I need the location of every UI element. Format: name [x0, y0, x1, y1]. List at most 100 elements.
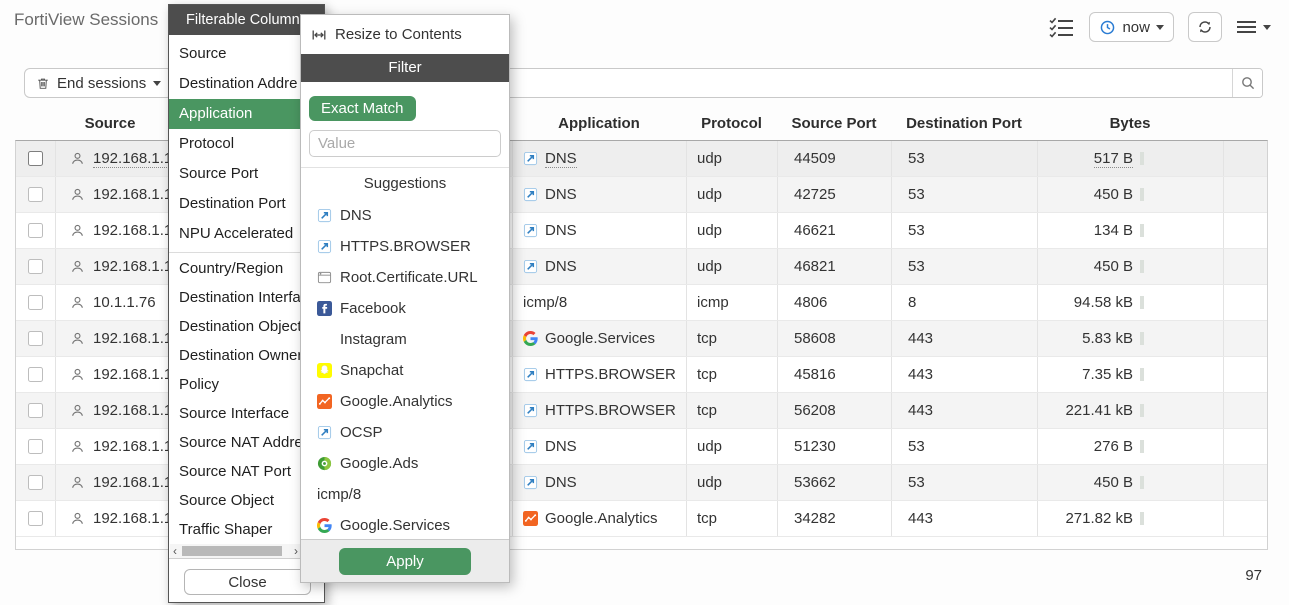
source-port-cell[interactable]: 45816 — [778, 357, 892, 392]
source-port-cell[interactable]: 4806 — [778, 285, 892, 320]
filterable-column-item[interactable]: Country/Region — [179, 260, 284, 277]
suggestion-item[interactable]: Google.Services — [309, 510, 501, 541]
protocol-cell[interactable]: udp — [687, 177, 778, 212]
protocol-cell[interactable]: udp — [687, 141, 778, 176]
row-checkbox[interactable] — [28, 439, 43, 454]
exact-match-toggle[interactable]: Exact Match — [309, 96, 416, 121]
filterable-column-item[interactable]: Application — [169, 99, 324, 129]
column-header-protocol[interactable]: Protocol — [701, 115, 762, 132]
destination-port-cell[interactable]: 443 — [892, 501, 1038, 536]
row-checkbox[interactable] — [28, 475, 43, 490]
application-cell[interactable]: DNS — [513, 177, 687, 212]
filterable-column-item[interactable]: Protocol — [179, 135, 235, 152]
application-cell[interactable]: DNS — [513, 429, 687, 464]
row-checkbox[interactable] — [28, 223, 43, 238]
suggestion-item[interactable]: Google.Analytics — [309, 386, 501, 417]
protocol-cell[interactable]: tcp — [687, 321, 778, 356]
row-checkbox[interactable] — [28, 403, 43, 418]
suggestion-item[interactable]: DNS — [309, 200, 501, 231]
filterable-column-item[interactable]: Source — [179, 45, 227, 62]
row-checkbox[interactable] — [28, 259, 43, 274]
destination-port-cell[interactable]: 53 — [892, 177, 1038, 212]
search-button[interactable] — [1232, 69, 1262, 97]
protocol-cell[interactable]: tcp — [687, 357, 778, 392]
scroll-left-arrow[interactable]: ‹ — [173, 544, 177, 558]
column-header-application[interactable]: Application — [558, 115, 640, 132]
source-port-cell[interactable]: 46621 — [778, 213, 892, 248]
refresh-button[interactable] — [1188, 12, 1222, 42]
source-cell[interactable]: 192.168.1.10 — [56, 249, 513, 284]
source-cell[interactable]: 192.168.1.10 — [56, 393, 513, 428]
source-port-cell[interactable]: 58608 — [778, 321, 892, 356]
suggestion-item[interactable]: Instagram — [309, 324, 501, 355]
protocol-cell[interactable]: udp — [687, 465, 778, 500]
column-header-destination-port[interactable]: Destination Port — [906, 115, 1022, 132]
protocol-cell[interactable]: udp — [687, 429, 778, 464]
suggestion-item[interactable]: OCSP — [309, 417, 501, 448]
application-cell[interactable]: DNS — [513, 249, 687, 284]
bytes-cell[interactable]: 276 B — [1038, 429, 1224, 464]
horizontal-scrollbar[interactable]: ‹ › — [170, 544, 323, 558]
source-cell[interactable]: 192.168.1.10 — [56, 357, 513, 392]
source-port-cell[interactable]: 34282 — [778, 501, 892, 536]
column-header-source[interactable]: Source — [84, 115, 136, 132]
scrollbar-thumb[interactable] — [182, 546, 282, 556]
filterable-column-item[interactable]: Source NAT Addre — [179, 434, 303, 451]
protocol-cell[interactable]: udp — [687, 249, 778, 284]
filterable-column-item[interactable]: Source NAT Port — [179, 463, 291, 480]
destination-port-cell[interactable]: 53 — [892, 429, 1038, 464]
bytes-cell[interactable]: 5.83 kB — [1038, 321, 1224, 356]
bytes-cell[interactable]: 517 B — [1038, 141, 1224, 176]
filterable-column-item[interactable]: Traffic Shaper — [179, 521, 273, 538]
suggestion-item[interactable]: Root.Certificate.URL — [309, 262, 501, 293]
filterable-column-item[interactable]: Destination Interfa — [179, 289, 301, 306]
bytes-cell[interactable]: 221.41 kB — [1038, 393, 1224, 428]
apply-button[interactable]: Apply — [339, 548, 471, 575]
search-input[interactable] — [489, 69, 1232, 97]
row-checkbox[interactable] — [28, 511, 43, 526]
suggestion-item[interactable]: Google.Ads — [309, 448, 501, 479]
column-header-bytes[interactable]: Bytes — [1109, 115, 1151, 132]
filterable-column-item[interactable]: Destination Port — [179, 195, 286, 212]
time-range-button[interactable]: now — [1089, 12, 1174, 42]
filter-value-input[interactable] — [309, 130, 501, 157]
application-cell[interactable]: HTTPS.BROWSER — [513, 357, 687, 392]
filterable-column-item[interactable]: Source Interface — [179, 405, 290, 422]
bytes-cell[interactable]: 94.58 kB — [1038, 285, 1224, 320]
main-menu-button[interactable] — [1236, 19, 1271, 35]
bytes-cell[interactable]: 450 B — [1038, 465, 1224, 500]
row-checkbox[interactable] — [28, 331, 43, 346]
resize-to-contents-item[interactable]: Resize to Contents — [301, 15, 509, 54]
source-cell[interactable]: 192.168.1.10 — [56, 177, 513, 212]
suggestion-item[interactable]: HTTPS.BROWSER — [309, 231, 501, 262]
end-sessions-button[interactable]: End sessions — [24, 68, 174, 98]
destination-port-cell[interactable]: 443 — [892, 357, 1038, 392]
suggestion-item[interactable]: Snapchat — [309, 355, 501, 386]
bytes-cell[interactable]: 450 B — [1038, 177, 1224, 212]
suggestion-item[interactable]: Facebook — [309, 293, 501, 324]
source-port-cell[interactable]: 51230 — [778, 429, 892, 464]
application-cell[interactable]: Google.Analytics — [513, 501, 687, 536]
source-cell[interactable]: 192.168.1.10 — [56, 465, 513, 500]
filterable-column-item[interactable]: Source Port — [179, 165, 259, 182]
destination-port-cell[interactable]: 53 — [892, 213, 1038, 248]
column-header-source-port[interactable]: Source Port — [791, 115, 877, 132]
row-checkbox[interactable] — [28, 367, 43, 382]
row-checkbox[interactable] — [28, 295, 43, 310]
destination-port-cell[interactable]: 443 — [892, 393, 1038, 428]
destination-port-cell[interactable]: 443 — [892, 321, 1038, 356]
source-port-cell[interactable]: 56208 — [778, 393, 892, 428]
source-port-cell[interactable]: 46821 — [778, 249, 892, 284]
bytes-cell[interactable]: 7.35 kB — [1038, 357, 1224, 392]
destination-port-cell[interactable]: 53 — [892, 249, 1038, 284]
source-port-cell[interactable]: 53662 — [778, 465, 892, 500]
source-cell[interactable]: 192.168.1.10 — [56, 501, 513, 536]
filterable-column-item[interactable]: Source Object — [179, 492, 275, 509]
protocol-cell[interactable]: icmp — [687, 285, 778, 320]
application-cell[interactable]: icmp/8 — [513, 285, 687, 320]
application-cell[interactable]: DNS — [513, 213, 687, 248]
close-button[interactable]: Close — [184, 569, 311, 595]
bytes-cell[interactable]: 134 B — [1038, 213, 1224, 248]
suggestion-item[interactable]: icmp/8 — [309, 479, 501, 510]
application-cell[interactable]: HTTPS.BROWSER — [513, 393, 687, 428]
